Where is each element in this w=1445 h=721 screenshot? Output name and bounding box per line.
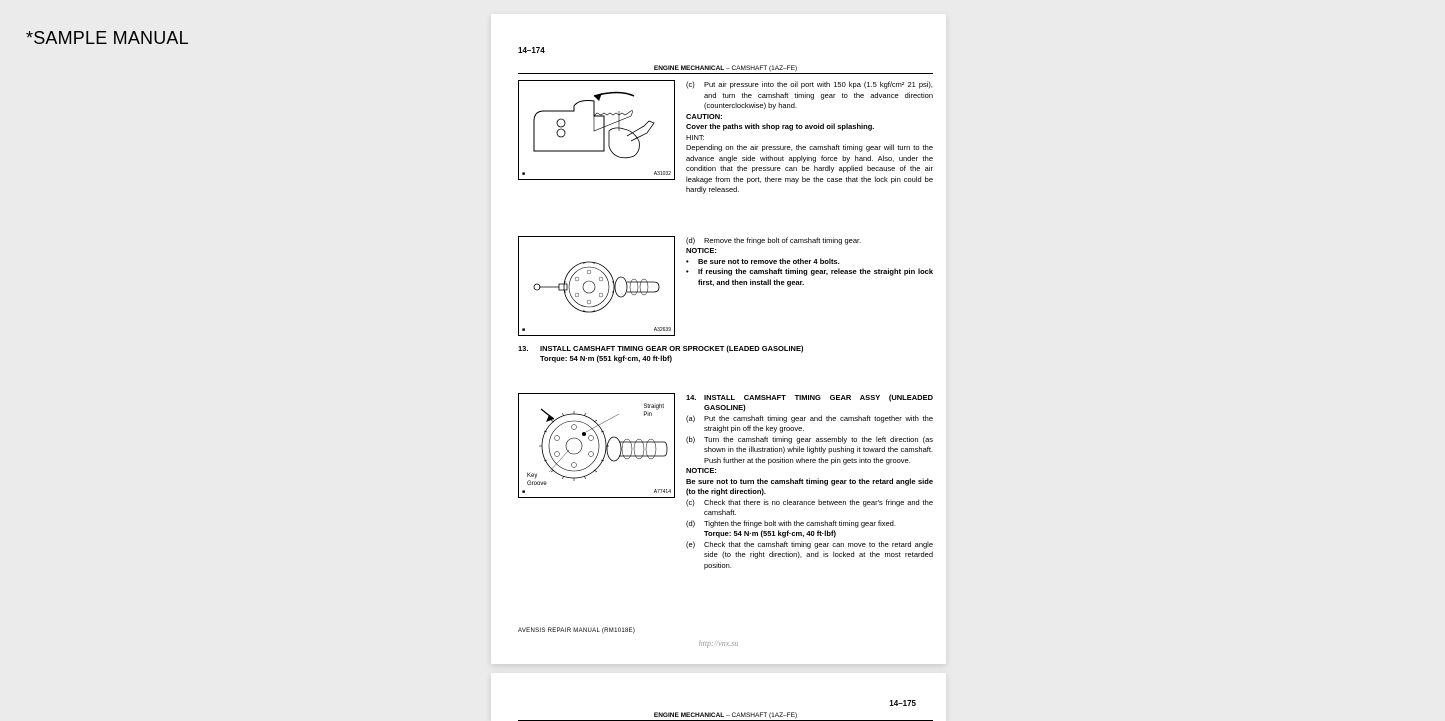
figure-2-svg (519, 237, 674, 335)
step-b-label: (b) (686, 435, 704, 467)
page-number: 14–174 (518, 46, 545, 55)
step-c-label: (c) (686, 498, 704, 519)
annot-pin: Pin (643, 412, 652, 418)
step-d-label: (d) (686, 519, 704, 530)
section-3: Straight Pin Key Groove ■ A77414 14. INS… (518, 393, 933, 572)
fig-code: ■ (522, 489, 525, 495)
step-c-text: Check that there is no clearance between… (704, 498, 933, 519)
header-text: ENGINE MECHANICAL – CAMSHAFT (1AZ–FE) (648, 65, 803, 72)
notice-label: NOTICE: (686, 466, 933, 477)
bullet-mark: • (686, 267, 698, 288)
fig-label: A31032 (654, 171, 671, 177)
step-13-torque: Torque: 54 N·m (551 kgf·cm, 40 ft·lbf) (540, 354, 803, 365)
step-e-text: Check that the camshaft timing gear can … (704, 540, 933, 572)
figure-1: ■ A31032 (518, 80, 675, 196)
manual-page-1: 14–174 ENGINE MECHANICAL – CAMSHAFT (1AZ… (491, 14, 946, 664)
url-text: http://vnx.su (699, 639, 739, 648)
fig-code: ■ (522, 327, 525, 333)
hint-label: HINT: (686, 133, 933, 144)
step-13: 13. INSTALL CAMSHAFT TIMING GEAR OR SPRO… (518, 344, 933, 365)
section-1: ■ A31032 (c) Put air pressure into the o… (518, 80, 933, 196)
bullet-mark: • (686, 257, 698, 268)
step-d-text: Remove the fringe bolt of camshaft timin… (704, 236, 933, 247)
annot-groove: Groove (527, 481, 547, 487)
step-13-num: 13. (518, 344, 540, 365)
section-3-text: 14. INSTALL CAMSHAFT TIMING GEAR ASSY (U… (686, 393, 933, 572)
header-dash: – (726, 65, 730, 72)
bullet-1: Be sure not to remove the other 4 bolts. (698, 257, 933, 268)
figure-3: Straight Pin Key Groove ■ A77414 (518, 393, 675, 572)
annot-key: Key (527, 473, 537, 479)
caution-text: Cover the paths with shop rag to avoid o… (686, 122, 933, 133)
section-2: ■ A32639 (d) Remove the fringe bolt of c… (518, 236, 933, 336)
header-bold: ENGINE MECHANICAL (654, 65, 724, 72)
fig-code: ■ (522, 171, 525, 177)
section-2-text: (d) Remove the fringe bolt of camshaft t… (686, 236, 933, 336)
step-c-label: (c) (686, 80, 704, 112)
manual-page-2: 14–175 ENGINE MECHANICAL – CAMSHAFT (1AZ… (491, 673, 946, 721)
hint-text: Depending on the air pressure, the camsh… (686, 143, 933, 196)
figure-1-svg (519, 81, 674, 179)
footer-text: AVENSIS REPAIR MANUAL (RM1018E) (518, 628, 635, 634)
step-e-label: (e) (686, 540, 704, 572)
section-1-text: (c) Put air pressure into the oil port w… (686, 80, 933, 196)
notice-label: NOTICE: (686, 246, 933, 257)
watermark: *SAMPLE MANUAL (26, 28, 189, 49)
step-13-title: INSTALL CAMSHAFT TIMING GEAR OR SPROCKET… (540, 344, 803, 355)
header-rule: ENGINE MECHANICAL – CAMSHAFT (1AZ–FE) (518, 73, 933, 74)
step-14-num: 14. (686, 393, 704, 414)
torque-text: Torque: 54 N·m (551 kgf·cm, 40 ft·lbf) (704, 529, 933, 540)
step-d-label: (d) (686, 236, 704, 247)
header-plain: CAMSHAFT (1AZ–FE) (732, 712, 798, 719)
fig-label: A77414 (654, 489, 671, 495)
caution-label: CAUTION: (686, 112, 933, 123)
header-plain: CAMSHAFT (1AZ–FE) (732, 65, 798, 72)
page-number: 14–175 (889, 699, 916, 708)
step-c-text: Put air pressure into the oil port with … (704, 80, 933, 112)
figure-2: ■ A32639 (518, 236, 675, 336)
fig-label: A32639 (654, 327, 671, 333)
step-a-text: Put the camshaft timing gear and the cam… (704, 414, 933, 435)
header-bold: ENGINE MECHANICAL (654, 712, 724, 719)
step-a-label: (a) (686, 414, 704, 435)
header-dash: – (726, 712, 730, 719)
step-d-text: Tighten the fringe bolt with the camshaf… (704, 519, 933, 530)
step-14-title: INSTALL CAMSHAFT TIMING GEAR ASSY (UNLEA… (704, 393, 933, 414)
bullet-2: If reusing the camshaft timing gear, rel… (698, 267, 933, 288)
annot-straight: Straight (643, 404, 664, 410)
header-text: ENGINE MECHANICAL – CAMSHAFT (1AZ–FE) (648, 712, 803, 719)
notice-text: Be sure not to turn the camshaft timing … (686, 477, 933, 498)
step-b-text: Turn the camshaft timing gear assembly t… (704, 435, 933, 467)
